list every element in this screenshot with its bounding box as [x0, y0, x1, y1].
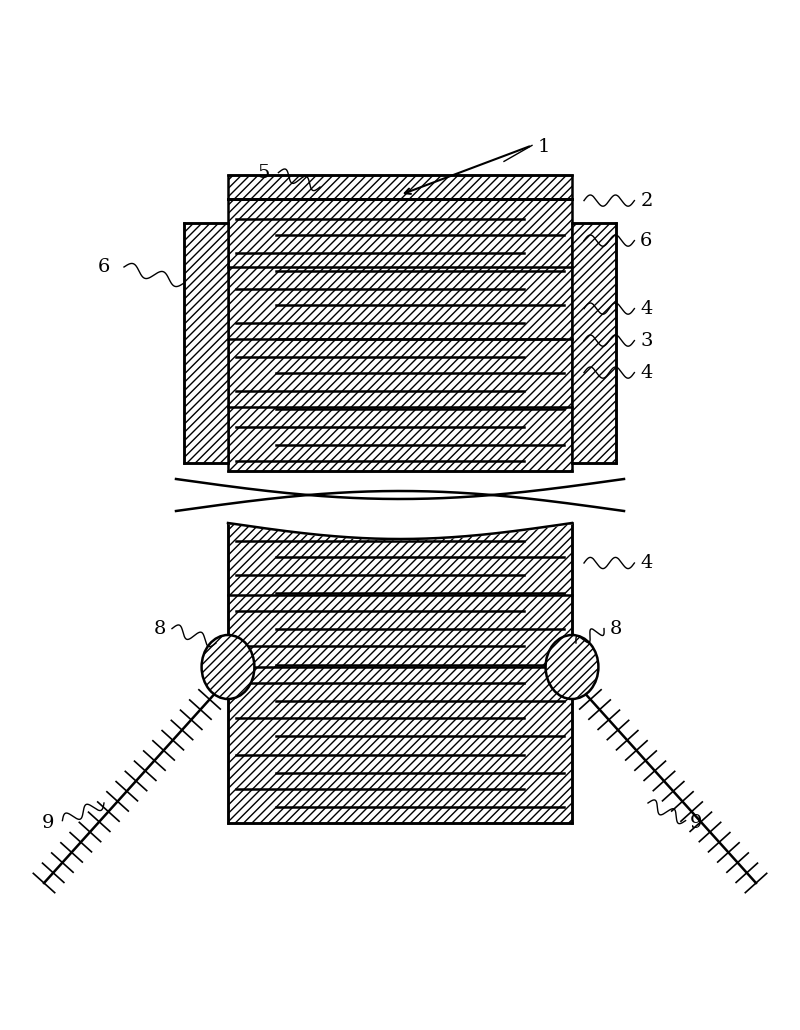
Text: 4: 4 [640, 300, 653, 317]
Text: 2: 2 [640, 192, 653, 209]
Text: 9: 9 [42, 814, 54, 832]
Text: 8: 8 [154, 620, 166, 638]
Bar [228, 175, 572, 199]
Text: 5: 5 [258, 164, 270, 181]
Bar [572, 224, 616, 464]
Text: 9: 9 [690, 814, 702, 832]
Text: 4: 4 [640, 554, 653, 572]
Text: 6: 6 [640, 232, 653, 249]
Bar [228, 199, 572, 471]
Text: 1: 1 [538, 138, 550, 156]
Text: 6: 6 [98, 258, 110, 276]
Ellipse shape [202, 636, 254, 699]
Text: 4: 4 [640, 364, 653, 381]
Ellipse shape [546, 636, 598, 699]
Text: 3: 3 [640, 332, 653, 349]
Bar [184, 224, 228, 464]
Bar [228, 523, 572, 823]
Text: 8: 8 [610, 620, 622, 638]
